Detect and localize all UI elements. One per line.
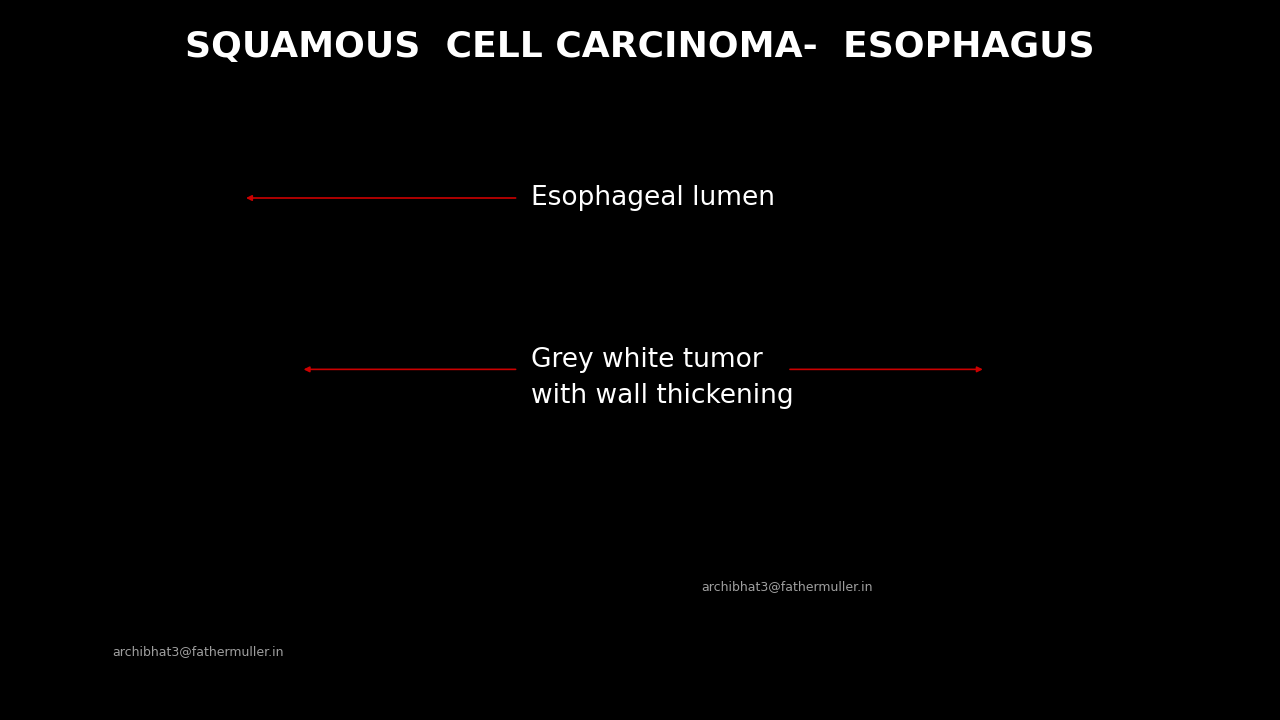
Text: Grey white tumor
with wall thickening: Grey white tumor with wall thickening <box>531 347 794 409</box>
Text: Esophageal lumen: Esophageal lumen <box>531 185 776 211</box>
Text: SQUAMOUS  CELL CARCINOMA-  ESOPHAGUS: SQUAMOUS CELL CARCINOMA- ESOPHAGUS <box>186 30 1094 64</box>
Text: archibhat3@fathermuller.in: archibhat3@fathermuller.in <box>113 645 284 658</box>
Text: archibhat3@fathermuller.in: archibhat3@fathermuller.in <box>701 580 873 593</box>
